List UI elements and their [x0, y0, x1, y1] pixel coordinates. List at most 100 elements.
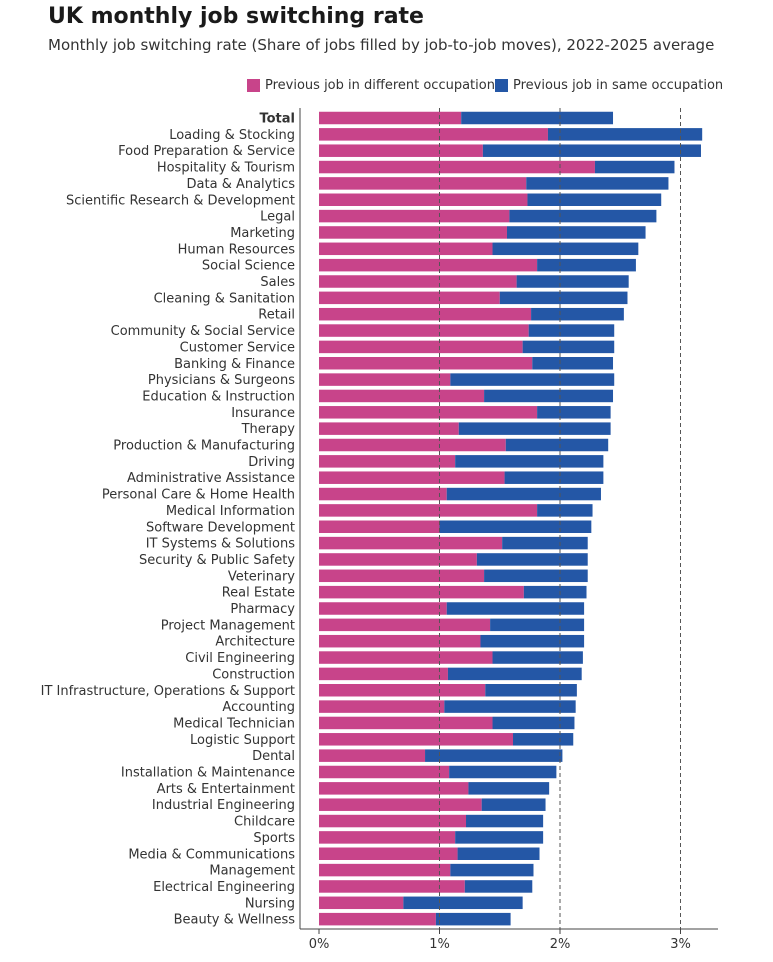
category-label: Scientific Research & Development	[66, 193, 295, 208]
category-label: Social Science	[202, 259, 295, 274]
axes-layer: 0% 1% 2% 3%	[299, 108, 718, 952]
category-label: Nursing	[245, 896, 295, 911]
bar-same-occupation	[484, 569, 588, 583]
category-label: Project Management	[161, 618, 295, 633]
legend-swatch-different	[247, 78, 260, 92]
category-label: Administrative Assistance	[127, 471, 295, 486]
bar-same-occupation	[450, 863, 534, 877]
bar-different-occupation	[319, 193, 528, 206]
bar-different-occupation	[319, 782, 469, 795]
category-label: Customer Service	[180, 340, 295, 355]
bar-same-occupation	[485, 684, 577, 697]
bar-same-occupation	[481, 798, 546, 811]
bar-different-occupation	[319, 487, 447, 501]
bar-different-occupation	[319, 406, 538, 419]
bar-different-occupation	[319, 291, 500, 305]
bar-same-occupation	[522, 340, 615, 354]
bar-same-occupation	[476, 553, 588, 566]
bar-different-occupation	[319, 340, 523, 354]
chart-subtitle: Monthly job switching rate (Share of job…	[48, 36, 715, 54]
category-label: Management	[209, 864, 295, 879]
category-label: Civil Engineering	[185, 651, 295, 666]
bar-different-occupation	[319, 585, 524, 599]
category-label: Human Resources	[178, 242, 296, 257]
bar-same-occupation	[490, 618, 585, 632]
bar-same-occupation	[449, 765, 557, 779]
bar-same-occupation	[537, 504, 593, 517]
bar-different-occupation	[319, 896, 404, 910]
category-label: Production & Manufacturing	[113, 439, 295, 454]
bar-same-occupation	[532, 357, 614, 370]
gridlines-layer	[439, 108, 681, 929]
bar-different-occupation	[319, 307, 532, 321]
bar-same-occupation	[547, 128, 703, 141]
bar-same-occupation	[458, 422, 611, 435]
bar-same-occupation	[594, 160, 675, 174]
bar-different-occupation	[319, 144, 483, 157]
bar-different-occupation	[319, 324, 529, 337]
bar-same-occupation	[425, 749, 563, 762]
bar-same-occupation	[499, 291, 628, 305]
category-label: Medical Technician	[173, 716, 295, 731]
category-label: Construction	[212, 667, 295, 682]
category-label: Installation & Maintenance	[121, 766, 295, 781]
x-tick-label: 3%	[670, 937, 691, 952]
bar-same-occupation	[528, 324, 615, 337]
legend-item-different-occupation: Previous job in different occupation	[247, 76, 495, 94]
bar-different-occupation	[319, 520, 440, 533]
bar-different-occupation	[319, 504, 538, 517]
category-label: Media & Communications	[128, 847, 295, 862]
bar-different-occupation	[319, 553, 477, 566]
category-label: Total	[259, 112, 295, 127]
bar-same-occupation	[492, 716, 575, 730]
category-label: Marketing	[230, 226, 295, 241]
bar-same-occupation	[523, 585, 587, 599]
category-label: Personal Care & Home Health	[102, 488, 295, 503]
category-label: Loading & Stocking	[169, 128, 295, 143]
bar-same-occupation	[435, 912, 511, 926]
bar-same-occupation	[403, 896, 523, 910]
bar-same-occupation	[480, 634, 585, 648]
category-label: Community & Social Service	[111, 324, 295, 339]
bar-different-occupation	[319, 422, 459, 435]
category-label: Insurance	[231, 406, 295, 421]
bar-different-occupation	[319, 389, 485, 403]
bar-same-occupation	[537, 406, 611, 419]
bar-different-occupation	[319, 471, 505, 484]
bar-different-occupation	[319, 863, 451, 877]
bar-different-occupation	[319, 798, 482, 811]
category-label: IT Systems & Solutions	[146, 537, 296, 552]
bar-same-occupation	[484, 389, 614, 403]
bar-different-occupation	[319, 258, 538, 272]
bar-same-occupation	[527, 193, 662, 206]
category-label: Accounting	[222, 700, 295, 715]
bar-different-occupation	[319, 765, 450, 779]
x-tick-label: 0%	[309, 937, 330, 952]
category-label: Childcare	[234, 815, 295, 830]
bar-same-occupation	[505, 438, 609, 452]
category-label: Architecture	[215, 635, 295, 650]
bar-same-occupation	[531, 307, 624, 321]
category-label: Real Estate	[222, 586, 295, 601]
category-label: Industrial Engineering	[152, 798, 295, 813]
bar-different-occupation	[319, 733, 514, 746]
bar-same-occupation	[526, 177, 669, 190]
category-label: Sales	[260, 275, 295, 290]
bar-different-occupation	[319, 275, 517, 288]
bar-different-occupation	[319, 880, 465, 893]
bar-different-occupation	[319, 536, 503, 550]
bar-different-occupation	[319, 912, 436, 926]
bar-same-occupation	[461, 111, 614, 125]
category-label: Software Development	[146, 520, 295, 535]
bar-same-occupation	[447, 667, 582, 681]
bar-same-occupation	[492, 651, 583, 664]
bar-different-occupation	[319, 716, 493, 730]
category-label: Arts & Entertainment	[157, 782, 295, 797]
category-label: Dental	[252, 749, 295, 764]
bars-layer	[319, 111, 703, 926]
bar-same-occupation	[509, 209, 657, 223]
category-label: IT Infrastructure, Operations & Support	[41, 684, 295, 699]
bar-same-occupation	[455, 831, 544, 844]
category-label: Medical Information	[166, 504, 295, 519]
bar-same-occupation	[450, 373, 615, 386]
